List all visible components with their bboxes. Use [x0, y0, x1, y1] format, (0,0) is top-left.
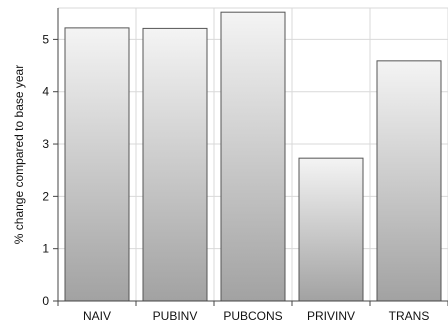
y-tick-label: 5	[42, 32, 49, 46]
tick-labels: 0 1 2 3 4 5 NAIV PUBINV PUBCONS PRIVINV TRANS	[42, 32, 429, 323]
y-tick-label: 4	[42, 85, 49, 99]
bar-privinv	[298, 157, 364, 302]
bar-naiv	[64, 27, 130, 302]
bar-pubcons	[220, 11, 286, 302]
y-axis-title: % change compared to base year	[12, 65, 26, 244]
bar-trans	[376, 60, 442, 302]
x-tick-label: NAIV	[83, 309, 111, 323]
y-tick-label: 0	[42, 294, 49, 308]
x-tick-label: TRANS	[389, 309, 430, 323]
y-tick-label: 2	[42, 189, 49, 203]
x-tick-label: PRIVINV	[307, 309, 355, 323]
x-tick-label: PUBINV	[153, 309, 198, 323]
y-tick-label: 3	[42, 137, 49, 151]
bar-pubinv	[142, 27, 208, 302]
axes	[53, 8, 448, 306]
x-tick-label: PUBCONS	[223, 309, 282, 323]
bars	[64, 11, 442, 302]
y-tick-label: 1	[42, 242, 49, 256]
